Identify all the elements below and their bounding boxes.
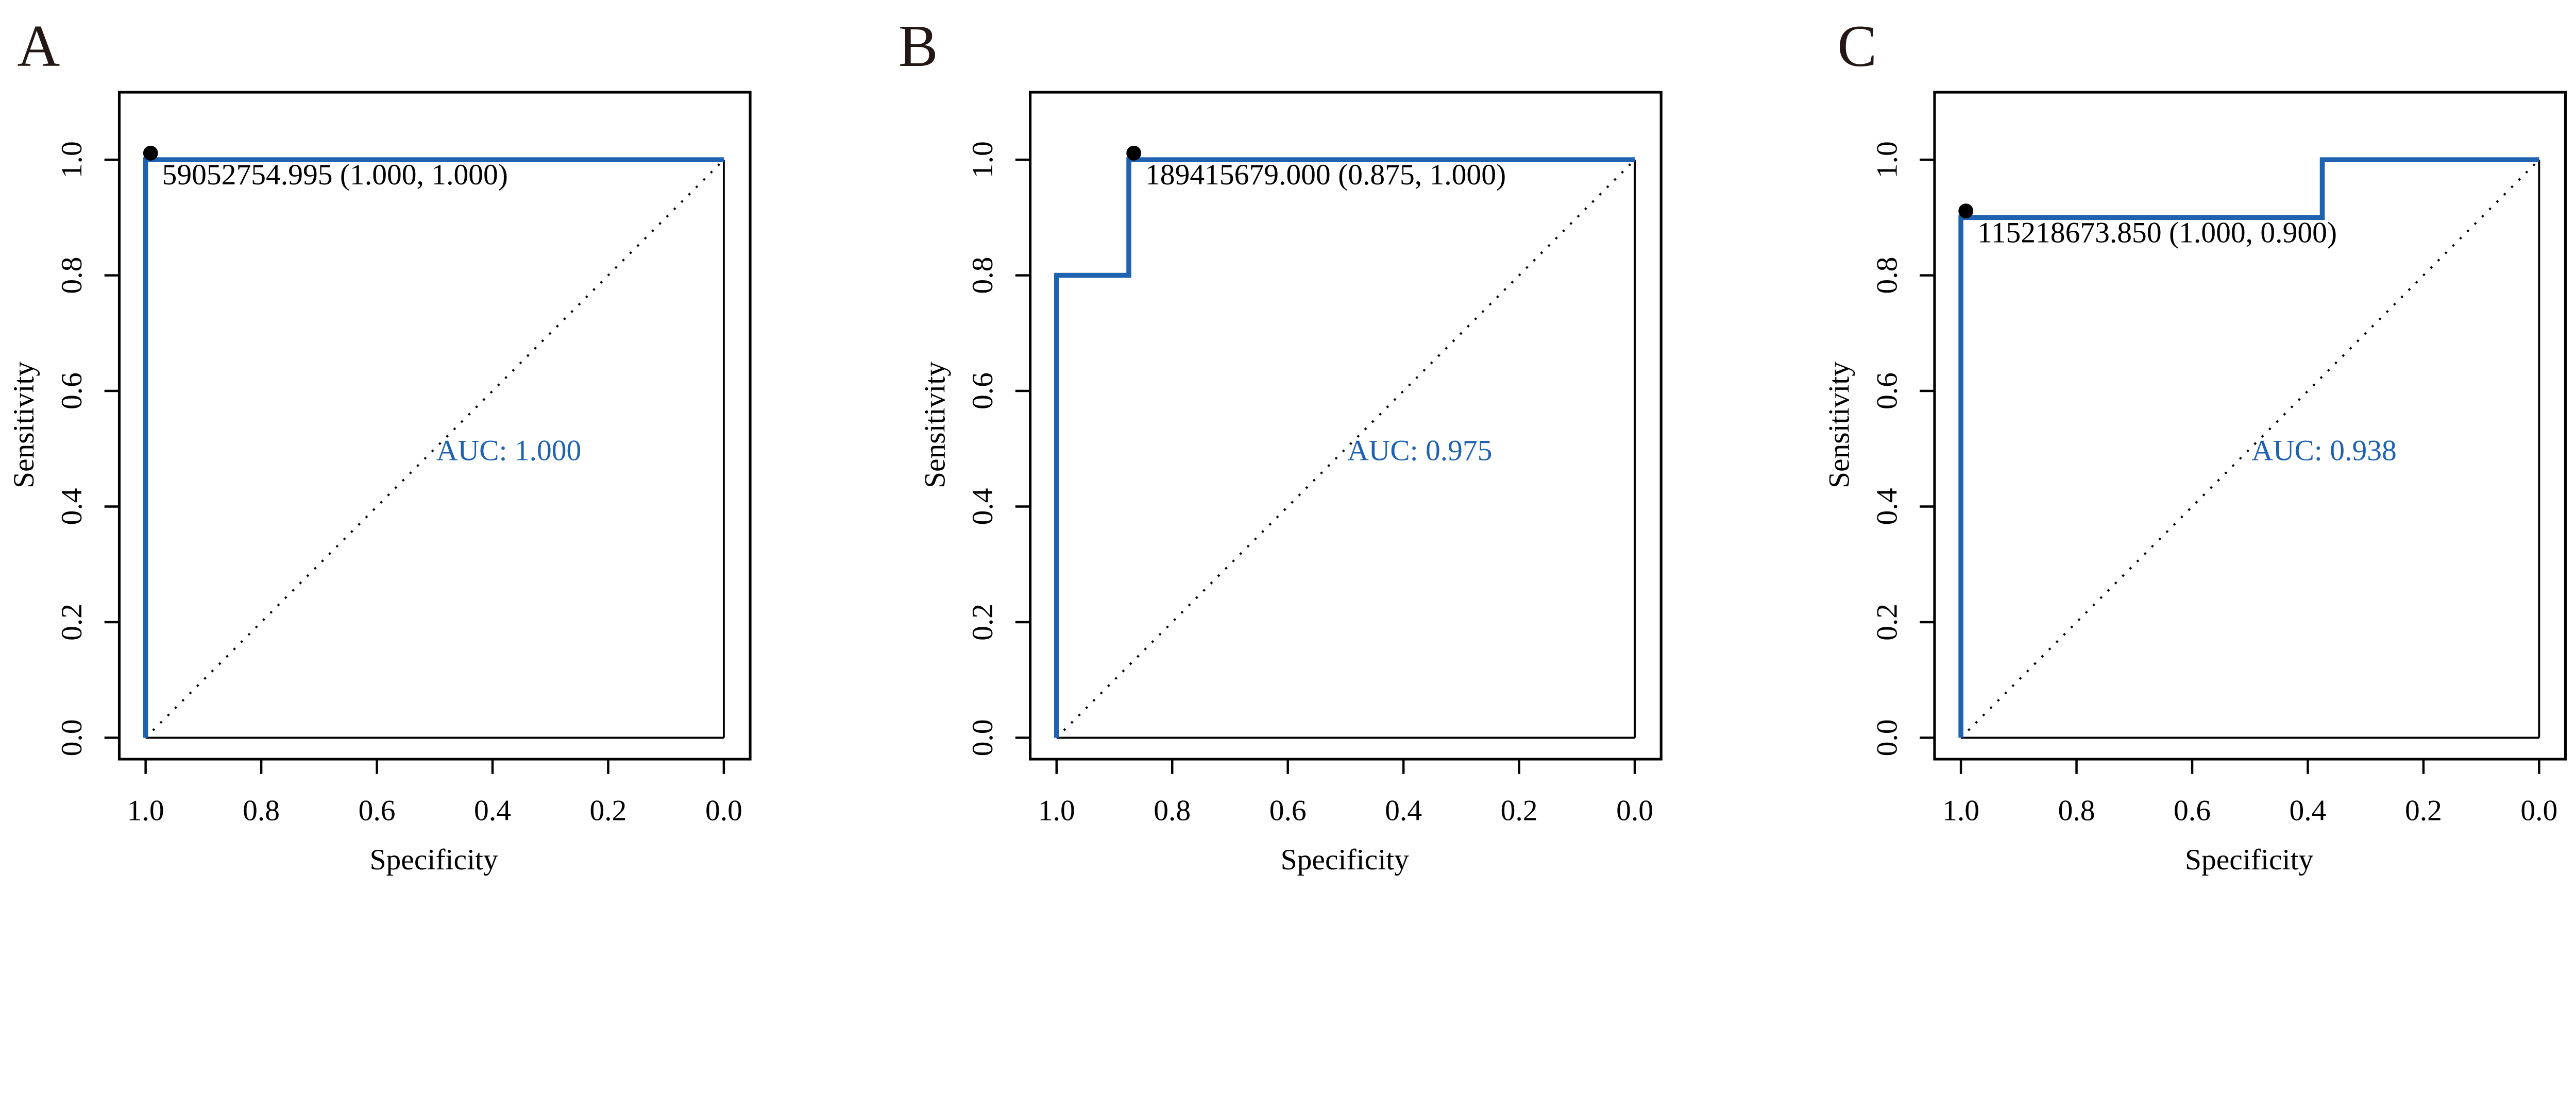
panel-label: C: [1837, 13, 1877, 79]
y-tick-label: 0.2: [967, 604, 999, 641]
x-tick-label: 0.6: [359, 794, 396, 827]
chance-diagonal: [1960, 159, 2540, 739]
x-tick-label: 0.2: [2405, 794, 2442, 827]
y-tick-label: 0.6: [56, 372, 88, 409]
y-tick-label: 0.4: [56, 488, 88, 525]
chance-diagonal: [1056, 159, 1636, 739]
y-tick-label: 0.0: [967, 719, 999, 756]
y-tick-label: 0.6: [1871, 372, 1903, 409]
x-tick-label: 0.4: [474, 794, 511, 827]
roc-curve: [1054, 157, 1635, 738]
roc-curve: [143, 157, 724, 738]
x-tick-label: 0.2: [589, 794, 626, 827]
y-tick-label: 0.6: [967, 372, 999, 409]
x-tick-label: 0.8: [1154, 794, 1191, 827]
y-axis-title: Sensitivity: [919, 362, 951, 488]
y-axis-title: Sensitivity: [1823, 362, 1856, 488]
best-threshold-point: [1958, 203, 1974, 218]
panel-label: A: [17, 13, 60, 79]
best-threshold-point: [143, 145, 158, 161]
plot-frame: [117, 91, 752, 761]
x-tick-label: 0.8: [2058, 794, 2095, 827]
auc-label: AUC: 0.975: [1347, 435, 1492, 467]
x-tick-label: 0.4: [1385, 794, 1422, 827]
best-threshold-label: 115218673.850 (1.000, 0.900): [1977, 216, 2337, 249]
x-axis-title: Specificity: [2185, 844, 2314, 876]
x-tick-label: 0.6: [2174, 794, 2211, 827]
auc-label: AUC: 1.000: [436, 435, 581, 467]
best-threshold-point: [1126, 145, 1142, 161]
plot-frame: [1933, 91, 2567, 761]
x-tick-label: 0.0: [705, 794, 742, 827]
x-tick-label: 0.2: [1501, 794, 1538, 827]
y-tick-label: 0.0: [56, 719, 88, 756]
y-tick-label: 0.8: [56, 257, 88, 294]
x-tick-label: 0.6: [1269, 794, 1307, 827]
chance-diagonal: [145, 159, 725, 739]
y-tick-label: 1.0: [56, 141, 88, 178]
y-tick-label: 0.2: [1871, 604, 1903, 641]
y-tick-label: 0.4: [967, 488, 999, 525]
y-tick-label: 1.0: [967, 141, 999, 178]
y-tick-label: 0.8: [967, 257, 999, 294]
y-axis-title: Sensitivity: [8, 362, 40, 488]
plot-frame: [1029, 91, 1663, 761]
best-threshold-label: 189415679.000 (0.875, 1.000): [1145, 159, 1506, 191]
x-tick-label: 0.0: [2520, 794, 2557, 827]
y-tick-label: 1.0: [1871, 141, 1903, 178]
roc-figure: A 1.0 0.8 0.6 0.4 0.2 0.0 0.0 0.2 0.4 0.6 0.8 1.0 Spe…: [8, 13, 2567, 876]
y-tick-label: 0.0: [1871, 719, 1903, 756]
x-tick-label: 0.4: [2289, 794, 2326, 827]
best-threshold-label: 59052754.995 (1.000, 1.000): [162, 159, 508, 191]
x-tick-label: 1.0: [1038, 794, 1075, 827]
x-tick-label: 1.0: [1942, 794, 1979, 827]
roc-curve: [1958, 157, 2539, 738]
x-axis-title: Specificity: [1281, 844, 1410, 876]
x-tick-label: 1.0: [127, 794, 164, 827]
x-tick-label: 0.8: [243, 794, 280, 827]
x-axis-title: Specificity: [370, 844, 499, 876]
x-tick-label: 0.0: [1616, 794, 1653, 827]
y-tick-label: 0.4: [1871, 488, 1903, 525]
roc-panel-b: B 1.0 0.8 0.6 0.4 0.2 0.0 0.0 0.2 0.4 0.6 0.8 1.0 Spe…: [899, 13, 1663, 876]
roc-panel-c: C 1.0 0.8 0.6 0.4 0.2 0.0 0.0 0.2 0.4 0.6 0.8 1.0 Spe…: [1823, 13, 2567, 876]
roc-panel-a: A 1.0 0.8 0.6 0.4 0.2 0.0 0.0 0.2 0.4 0.6 0.8 1.0 Spe…: [8, 13, 752, 876]
y-tick-label: 0.8: [1871, 257, 1903, 294]
y-tick-label: 0.2: [56, 604, 88, 641]
auc-label: AUC: 0.938: [2251, 435, 2396, 467]
panel-label: B: [899, 13, 938, 79]
